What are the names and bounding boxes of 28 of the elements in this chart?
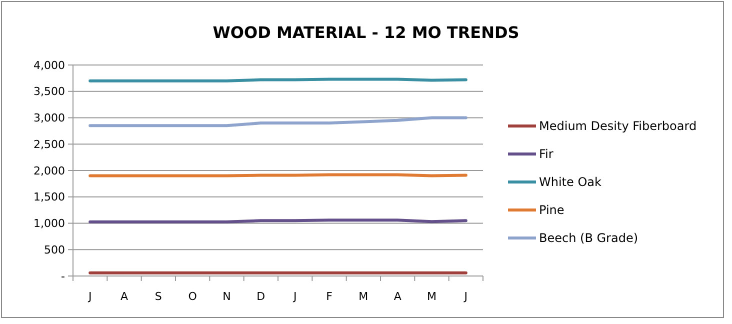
legend-label: Beech (B Grade) [539, 231, 638, 246]
y-tick-label: 500 [44, 243, 65, 256]
legend-label: White Oak [539, 175, 602, 190]
legend-label: Medium Desity Fiberboard [539, 119, 697, 134]
x-tick-label: A [120, 290, 128, 303]
chart-title: WOOD MATERIAL - 12 MO TRENDS [212, 23, 520, 42]
y-tick-label: 2,500 [34, 138, 65, 151]
x-tick-label: F [326, 290, 332, 303]
x-tick-label: N [222, 290, 231, 303]
y-tick-label: 1,500 [34, 190, 65, 204]
x-tick-label: J [463, 290, 468, 303]
legend-label: Pine [539, 203, 564, 218]
x-tick-label: S [154, 290, 162, 303]
y-tick-label: 4,000 [34, 58, 65, 72]
legend-label: Fir [539, 147, 554, 162]
line-series [88, 116, 468, 128]
x-tick-label: D [256, 290, 266, 303]
x-tick-label: M [358, 290, 368, 303]
x-tick-label: A [394, 290, 402, 303]
x-tick-label: J [292, 290, 297, 303]
y-tick-label: 3,000 [34, 112, 65, 125]
y-tick-label: 3,500 [34, 85, 65, 98]
x-tick-label: J [87, 290, 92, 303]
y-tick-label: 1,000 [34, 217, 65, 230]
x-tick-label: O [188, 290, 198, 303]
y-tick-label: - [61, 270, 66, 283]
x-tick-label: M [427, 290, 436, 303]
y-tick-label: 2,000 [34, 164, 65, 178]
